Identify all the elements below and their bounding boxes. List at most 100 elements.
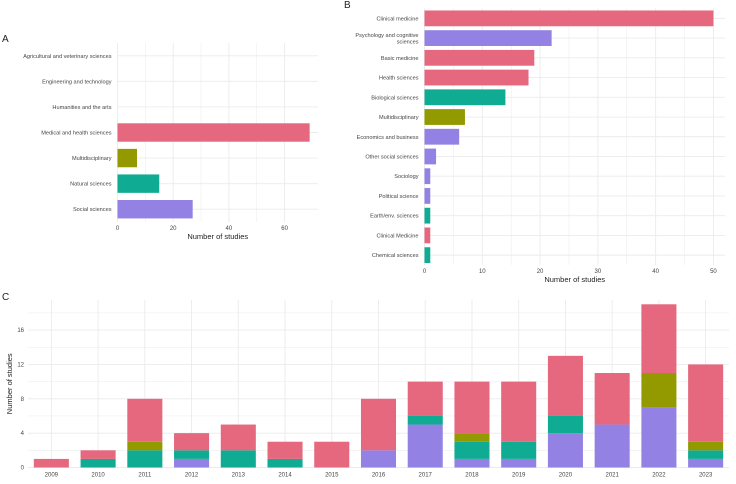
bar [424, 247, 431, 264]
bar-segment [547, 355, 583, 416]
bar-segment [360, 450, 397, 468]
bar [117, 123, 310, 142]
category-label: Psychology and cognitive sciences [355, 33, 418, 46]
bar-segment [454, 458, 490, 468]
bar [117, 200, 193, 219]
panel-b-label: B [344, 0, 351, 11]
category-label: Engineering and technology [42, 79, 112, 85]
bar-segment [501, 458, 537, 468]
x-tick-label: 2012 [185, 473, 199, 479]
x-tick-label: 2017 [419, 473, 433, 479]
x-tick-label: 60 [281, 226, 288, 232]
bar-segment [174, 433, 210, 451]
x-tick-label: 0 [423, 269, 427, 275]
y-tick-label: 0 [21, 466, 25, 472]
bar-segment [688, 364, 724, 442]
bar-segment [127, 398, 163, 442]
bar-segment [407, 415, 443, 425]
category-label: Earth/env. sciences [370, 214, 419, 220]
y-tick-label: 16 [17, 328, 24, 334]
panel-c-label: C [2, 292, 9, 303]
bar-segment [407, 424, 443, 468]
x-tick-label: 2009 [45, 473, 59, 479]
bar-segment [454, 441, 490, 459]
category-label: Political science [379, 194, 419, 200]
bar-segment [220, 424, 256, 451]
x-tick-label: 2021 [605, 473, 619, 479]
bar [424, 128, 460, 145]
category-label: Multidisciplinary [72, 156, 112, 162]
panel-c-chart: C 0 4 8 12 16 2009 2010 2011 2012 2013 2014 2015 2016… [2, 292, 729, 479]
category-label: Social sciences [73, 207, 112, 213]
bar [424, 10, 714, 27]
x-tick-label: 2016 [372, 473, 386, 479]
y-tick-label: 4 [21, 431, 25, 437]
bar-segment [454, 433, 490, 442]
bar-segment [641, 407, 677, 468]
bar [424, 109, 465, 125]
bar-segment [688, 458, 724, 468]
bar [424, 207, 431, 224]
x-axis-title: Number of studies [544, 275, 605, 284]
category-label: Clinical Medicine [377, 233, 419, 239]
bar-segment [641, 304, 677, 374]
y-tick-label: 12 [17, 362, 24, 368]
x-tick-label: 2023 [699, 473, 713, 479]
category-label: Other social sciences [365, 154, 418, 160]
x-tick-label: 2020 [559, 473, 573, 479]
bar [424, 148, 437, 165]
bar-segment [33, 458, 69, 468]
bar-segment [641, 373, 677, 408]
bar-segment [80, 450, 116, 459]
category-label: Medical and health sciences [41, 131, 111, 137]
x-tick-label: 0 [116, 226, 120, 232]
bar-segment [688, 450, 724, 459]
x-tick-label: 2013 [232, 473, 246, 479]
x-axis-title: Number of studies [187, 232, 248, 241]
bar [424, 69, 529, 86]
bar-segment [594, 373, 630, 425]
bar [117, 174, 160, 193]
x-tick-label: 2019 [512, 473, 526, 479]
category-label: Biological sciences [371, 95, 418, 101]
x-tick-label: 2015 [325, 473, 339, 479]
panel-a-label: A [2, 34, 9, 45]
bar-segment [80, 458, 116, 468]
bar [424, 30, 552, 46]
category-label: Basic medicine [381, 56, 419, 62]
bar-segment [407, 381, 443, 416]
x-tick-label: 40 [226, 226, 233, 232]
category-label: Agricultural and veterinary sciences [23, 54, 112, 60]
bar [424, 49, 535, 66]
bar-segment [501, 381, 537, 442]
bar [424, 227, 431, 244]
bar-segment [267, 458, 303, 468]
x-tick-label: 50 [710, 269, 717, 275]
bar-segment [314, 441, 350, 468]
bar-segment [127, 450, 163, 468]
bar-segment [547, 433, 583, 468]
x-tick-label: 2010 [91, 473, 105, 479]
bar [424, 89, 506, 106]
x-tick-label: 30 [595, 269, 602, 275]
bar [117, 148, 137, 168]
x-tick-label: 20 [537, 269, 544, 275]
bar-segment [127, 441, 163, 451]
x-tick-label: 40 [652, 269, 659, 275]
bar-segment [501, 441, 537, 459]
bar [424, 168, 431, 185]
bar-segment [174, 450, 210, 459]
y-axis-title: Number of studies [5, 353, 14, 414]
bar [424, 188, 431, 204]
bar-segment [594, 424, 630, 468]
panel-a-chart: A Agricultural and veterinary sciences Eng… [2, 34, 318, 241]
category-label: Chemical sciences [372, 253, 419, 259]
bar-segment [547, 415, 583, 434]
category-label: Humanities and the arts [52, 105, 111, 111]
bar-segment [174, 458, 210, 468]
bar-segment [220, 450, 256, 468]
x-tick-label: 2014 [278, 473, 292, 479]
bar-segment [688, 441, 724, 451]
category-label: Economics and business [357, 135, 419, 141]
